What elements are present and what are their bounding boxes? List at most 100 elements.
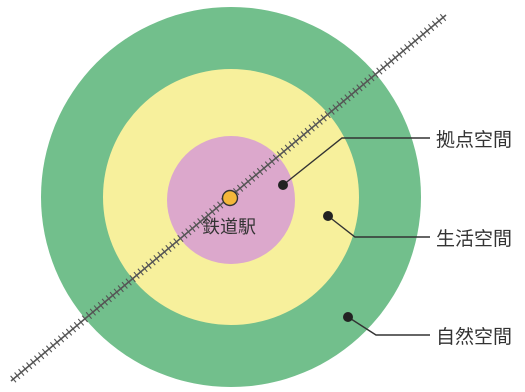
railway-tie — [300, 131, 307, 139]
railway-tie — [57, 335, 65, 343]
railway-tie — [129, 275, 136, 283]
hub-marker-dot — [278, 180, 288, 190]
railway-tie — [97, 301, 104, 309]
railway-tie — [22, 365, 29, 373]
railway-tie — [439, 13, 447, 22]
railway-tie — [145, 261, 152, 269]
railway-tie — [89, 308, 97, 316]
railway-tie — [352, 87, 359, 95]
railway-tie — [408, 40, 415, 48]
railway-tie — [296, 134, 303, 142]
railway-tie — [137, 268, 144, 276]
railway-tie — [268, 157, 276, 166]
railway-tie — [248, 174, 256, 182]
hub-leader-line — [282, 137, 430, 186]
railway-tie — [388, 57, 395, 65]
nature-marker-dot — [343, 312, 353, 322]
railway-tie — [189, 224, 196, 232]
railway-tie — [328, 107, 335, 115]
railway-tie — [276, 151, 284, 159]
railway-tie — [427, 23, 435, 32]
railway-tie — [213, 204, 220, 212]
railway-tie — [400, 47, 407, 55]
railway-tie — [34, 355, 41, 363]
railway-tie — [356, 84, 363, 92]
hub-label: 拠点空間 — [436, 129, 512, 151]
railway-tie — [77, 318, 85, 326]
railway-tie — [209, 208, 216, 216]
railway-tie — [348, 90, 355, 99]
railway-tie — [380, 64, 387, 72]
railway-tie — [18, 368, 25, 376]
railway-tie — [284, 144, 291, 152]
railway-tie — [392, 54, 399, 62]
railway-tie — [113, 288, 120, 296]
railway-tie — [264, 161, 272, 169]
railway-tie — [125, 278, 132, 286]
railway-tie — [280, 147, 287, 155]
railway-tie — [181, 231, 188, 239]
railway-tie — [38, 352, 45, 360]
railway-tie — [205, 211, 212, 219]
station-label: 鉄道駅 — [202, 217, 256, 238]
railway-tie — [85, 311, 93, 320]
railway-tie — [324, 111, 331, 119]
railway-tie — [53, 338, 61, 346]
railway-tie — [173, 238, 180, 246]
railway-tie — [14, 372, 21, 380]
railway-tie — [423, 27, 431, 35]
railway-tie — [10, 375, 17, 383]
railway-tie — [141, 265, 148, 273]
railway-tie — [117, 285, 124, 293]
railway-tie — [304, 127, 311, 135]
railway-tie — [344, 94, 351, 102]
railway-tie — [435, 17, 443, 25]
railway-tie — [30, 358, 37, 366]
living-marker-dot — [323, 211, 333, 221]
railway-tie — [384, 60, 391, 68]
railway-tie — [419, 30, 427, 38]
railway-tie — [193, 221, 200, 229]
railway-tie — [412, 37, 419, 45]
railway-tie — [217, 201, 224, 209]
station-dot-icon — [221, 189, 239, 207]
railway-tie — [376, 67, 383, 75]
railway-tie — [65, 328, 73, 336]
railway-tie — [133, 271, 140, 279]
railway-tie — [161, 248, 168, 256]
railway-tie — [69, 325, 77, 333]
railway-tie — [431, 20, 439, 28]
railway-tie — [272, 154, 280, 162]
railway-tie — [396, 50, 403, 58]
railway-tie — [169, 241, 176, 249]
railway-tie — [240, 181, 248, 189]
railway-tie — [416, 34, 423, 42]
railway-tie — [404, 44, 411, 52]
railway-tie — [26, 362, 33, 370]
railway-tie — [332, 104, 339, 112]
railway-tie — [340, 97, 347, 105]
railway-tie — [244, 177, 252, 186]
railway-tie — [260, 164, 268, 172]
railway-tie — [177, 234, 184, 243]
railway-tie — [149, 258, 156, 266]
railway-tie — [73, 321, 81, 330]
railway-tie — [368, 74, 375, 82]
railway-tie — [93, 305, 100, 313]
railway-tie — [316, 117, 323, 125]
nature-leader-line — [347, 316, 430, 336]
railway-tie — [81, 315, 89, 323]
railway-tie — [201, 214, 208, 222]
railway-tie — [288, 141, 295, 149]
railway-tie — [372, 70, 379, 78]
railway-tie — [101, 298, 108, 306]
railway-tie — [360, 80, 367, 89]
railway-tie — [320, 114, 327, 122]
railway-tie — [336, 100, 343, 109]
railway-tie — [49, 342, 57, 350]
railway-tie — [256, 167, 264, 176]
railway-tie — [252, 171, 260, 179]
living-leader-line — [327, 215, 430, 238]
railway-tie — [121, 281, 128, 289]
